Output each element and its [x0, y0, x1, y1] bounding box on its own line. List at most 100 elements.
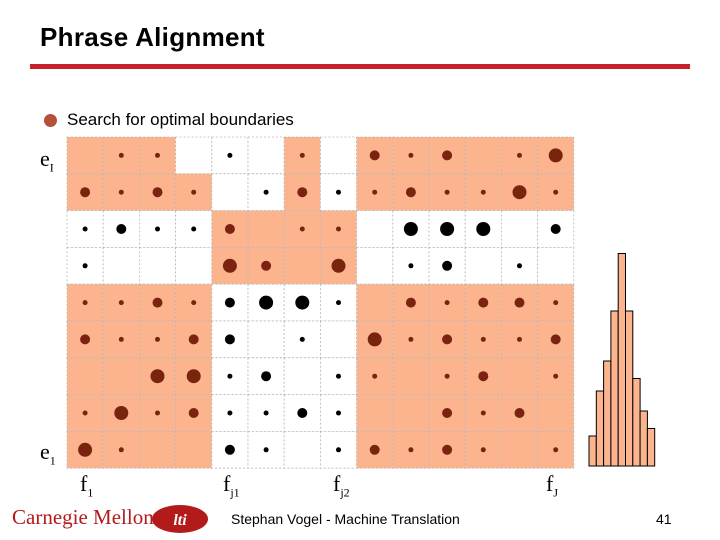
histogram-bar [632, 378, 641, 467]
matrix-cell [102, 246, 140, 285]
alignment-dot [114, 406, 129, 420]
matrix-cell [283, 430, 321, 469]
bullet-item: Search for optimal boundaries [44, 108, 294, 132]
alignment-dot [514, 408, 525, 418]
alignment-dot [80, 334, 91, 345]
matrix-cell [283, 246, 321, 285]
histogram-bar [646, 428, 656, 467]
alignment-dot [480, 410, 486, 416]
alignment-dot [444, 373, 450, 379]
alignment-dot [512, 185, 527, 200]
alignment-dot [224, 444, 235, 455]
matrix-cell [319, 136, 357, 175]
alignment-dot [336, 410, 341, 416]
matrix-cell [356, 246, 394, 285]
label-f-J: fJ [546, 471, 558, 500]
alignment-dot [553, 189, 559, 195]
alignment-dot [369, 150, 380, 161]
alignment-dot [118, 447, 124, 453]
alignment-dot [263, 410, 269, 416]
matrix-cell [102, 357, 140, 395]
alignment-dot [405, 297, 416, 308]
matrix-cell [138, 246, 176, 285]
alignment-dot [444, 189, 450, 195]
alignment-dot [550, 334, 561, 345]
alignment-dot [155, 410, 160, 416]
alignment-dot [118, 152, 124, 158]
alignment-dot [442, 334, 453, 345]
alignment-dot [224, 334, 235, 345]
alignment-dot [442, 150, 453, 161]
alignment-dot [408, 263, 414, 269]
alignment-dot [82, 410, 88, 416]
alignment-dot [261, 260, 272, 271]
matrix-cell [319, 320, 357, 359]
matrix-cell [537, 246, 575, 285]
alignment-dot [408, 336, 414, 342]
matrix-cell [283, 357, 321, 395]
label-f-1: f1 [80, 471, 93, 500]
alignment-dot [297, 408, 308, 418]
alignment-dot [188, 334, 199, 345]
label-f-j1-sub: j1 [230, 485, 240, 500]
matrix-cell [66, 136, 104, 175]
alignment-dot [227, 410, 233, 416]
label-f-j2: fj2 [333, 471, 350, 500]
alignment-dot [295, 295, 310, 310]
alignment-dot [405, 187, 416, 198]
label-e-top-sub: I [49, 160, 54, 175]
alignment-dot [408, 447, 414, 453]
alignment-dot [331, 258, 346, 273]
matrix-cell [138, 430, 176, 469]
bullet-text: Search for optimal boundaries [67, 110, 294, 129]
matrix-cell [247, 210, 285, 248]
matrix-cell [356, 394, 394, 432]
matrix-cell [500, 357, 538, 395]
alignment-dot [299, 152, 305, 158]
histogram-bar [639, 410, 648, 467]
bullet-dot-icon [44, 113, 57, 127]
alignment-dot [478, 371, 489, 382]
label-e-top-base: e [40, 146, 50, 171]
alignment-dot [336, 226, 341, 232]
alignment-dot [442, 444, 453, 455]
matrix-cell [537, 394, 575, 432]
alignment-dot [517, 336, 522, 342]
matrix-cell [66, 357, 104, 395]
alignment-dot [261, 371, 272, 382]
lti-logo-icon: lti [152, 505, 208, 533]
alignment-dot [227, 373, 233, 379]
alignment-dot [224, 224, 235, 234]
label-f-1-sub: 1 [87, 485, 94, 500]
alignment-dot [259, 295, 274, 310]
alignment-dot [297, 187, 308, 198]
label-e-top: eI [40, 146, 54, 175]
matrix-cell [500, 210, 538, 248]
title-underline [30, 64, 690, 69]
alignment-dot [224, 297, 235, 308]
alignment-dot [372, 373, 378, 379]
alignment-dot [222, 258, 237, 273]
alignment-dot [478, 297, 489, 308]
alignment-dot [150, 369, 165, 384]
alignment-dot [480, 336, 486, 342]
alignment-dot [517, 263, 522, 269]
alignment-dot [118, 189, 124, 195]
alignment-dot [442, 408, 453, 418]
alignment-dot [367, 332, 382, 347]
alignment-dot [118, 336, 124, 342]
alignment-dot [186, 369, 201, 384]
label-f-j2-base: f [333, 471, 341, 496]
matrix-cell [247, 320, 285, 359]
label-f-j2-sub: j2 [340, 485, 350, 500]
alignment-dot [82, 226, 88, 232]
matrix-cell [247, 136, 285, 175]
matrix-cell [211, 173, 249, 212]
alignment-dot [80, 187, 91, 198]
page-number: 41 [656, 511, 672, 527]
alignment-dot [188, 408, 199, 418]
alignment-dot [372, 189, 378, 195]
matrix-cell [175, 136, 213, 175]
alignment-dot [476, 222, 491, 236]
